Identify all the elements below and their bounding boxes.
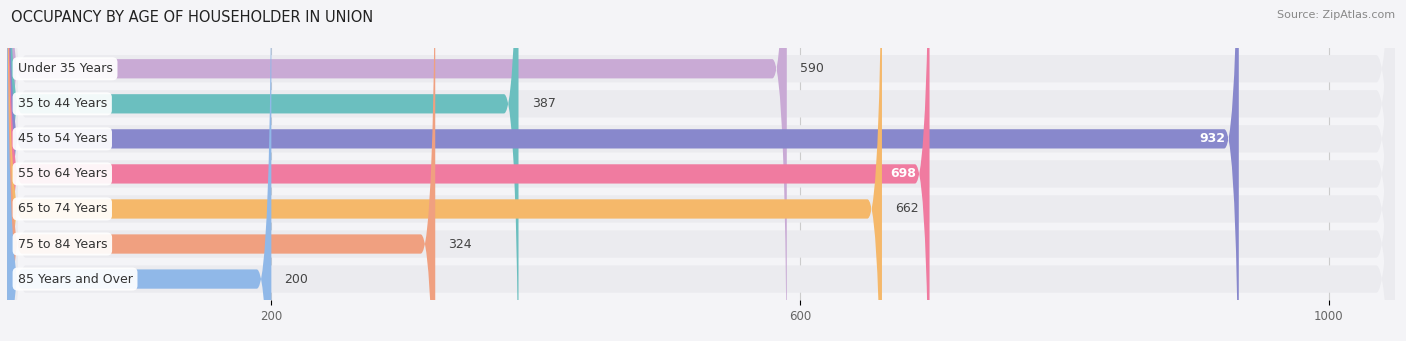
FancyBboxPatch shape	[7, 0, 519, 341]
FancyBboxPatch shape	[7, 0, 271, 341]
Text: 932: 932	[1199, 132, 1226, 145]
Text: Source: ZipAtlas.com: Source: ZipAtlas.com	[1277, 10, 1395, 20]
FancyBboxPatch shape	[7, 0, 1239, 341]
FancyBboxPatch shape	[7, 0, 1395, 341]
FancyBboxPatch shape	[7, 0, 1395, 341]
Text: 324: 324	[449, 237, 472, 251]
Text: 387: 387	[531, 97, 555, 110]
FancyBboxPatch shape	[7, 0, 1395, 341]
FancyBboxPatch shape	[7, 0, 436, 341]
FancyBboxPatch shape	[7, 0, 1395, 341]
Text: 35 to 44 Years: 35 to 44 Years	[18, 97, 107, 110]
FancyBboxPatch shape	[7, 0, 787, 341]
FancyBboxPatch shape	[7, 0, 1395, 341]
Text: OCCUPANCY BY AGE OF HOUSEHOLDER IN UNION: OCCUPANCY BY AGE OF HOUSEHOLDER IN UNION	[11, 10, 374, 25]
FancyBboxPatch shape	[7, 0, 1395, 341]
Text: Under 35 Years: Under 35 Years	[18, 62, 112, 75]
FancyBboxPatch shape	[7, 0, 1395, 341]
Text: 55 to 64 Years: 55 to 64 Years	[18, 167, 107, 180]
Text: 662: 662	[896, 203, 918, 216]
Text: 85 Years and Over: 85 Years and Over	[18, 272, 132, 285]
Text: 65 to 74 Years: 65 to 74 Years	[18, 203, 107, 216]
Text: 45 to 54 Years: 45 to 54 Years	[18, 132, 107, 145]
Text: 698: 698	[890, 167, 917, 180]
FancyBboxPatch shape	[7, 0, 929, 341]
Text: 75 to 84 Years: 75 to 84 Years	[18, 237, 107, 251]
Text: 590: 590	[800, 62, 824, 75]
Text: 200: 200	[284, 272, 308, 285]
FancyBboxPatch shape	[7, 0, 882, 341]
